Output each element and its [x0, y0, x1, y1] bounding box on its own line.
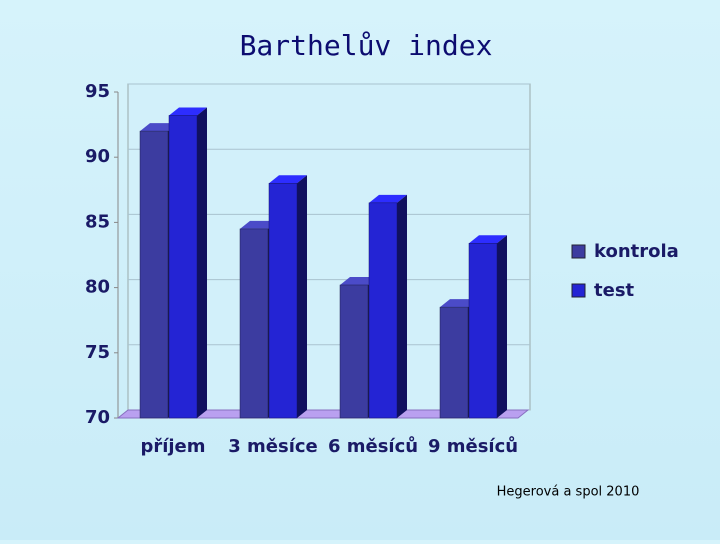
bar-top [169, 107, 207, 116]
y-tick-label: 95 [85, 81, 110, 102]
bar [468, 243, 498, 419]
legend-label: kontrola [594, 241, 679, 262]
y-tick-label: 70 [85, 407, 110, 428]
bar-side [197, 107, 207, 419]
y-tick-label: 80 [85, 277, 110, 298]
bar [168, 115, 198, 419]
bar-top [140, 123, 178, 132]
bar [239, 228, 269, 419]
x-tick-label: 3 měsíce [228, 436, 318, 457]
bar-top [340, 276, 378, 285]
bar [368, 202, 398, 419]
bar-side [297, 175, 307, 418]
x-tick-label: 6 měsíců [328, 435, 418, 457]
bar-top [269, 175, 307, 184]
bar [439, 306, 469, 419]
y-tick-label: 75 [85, 342, 110, 363]
legend-swatch [571, 283, 586, 298]
bar [139, 130, 169, 419]
bar [268, 183, 298, 419]
bar-top [369, 194, 407, 203]
legend-label: test [594, 280, 635, 301]
bar-side [397, 194, 407, 418]
x-tick-label: příjem [140, 436, 205, 457]
y-tick-label: 85 [85, 211, 110, 232]
x-tick-label: 9 měsíců [428, 435, 518, 457]
bar-top [469, 235, 507, 244]
bar-top [440, 299, 478, 308]
chart-title: Barthelův index [240, 29, 493, 62]
source: Hegerová a spol 2010 [497, 485, 640, 500]
bar-top [240, 220, 278, 229]
bar-side [497, 235, 507, 418]
bar [339, 284, 369, 419]
legend-swatch [571, 244, 586, 259]
y-tick-label: 90 [85, 146, 110, 167]
